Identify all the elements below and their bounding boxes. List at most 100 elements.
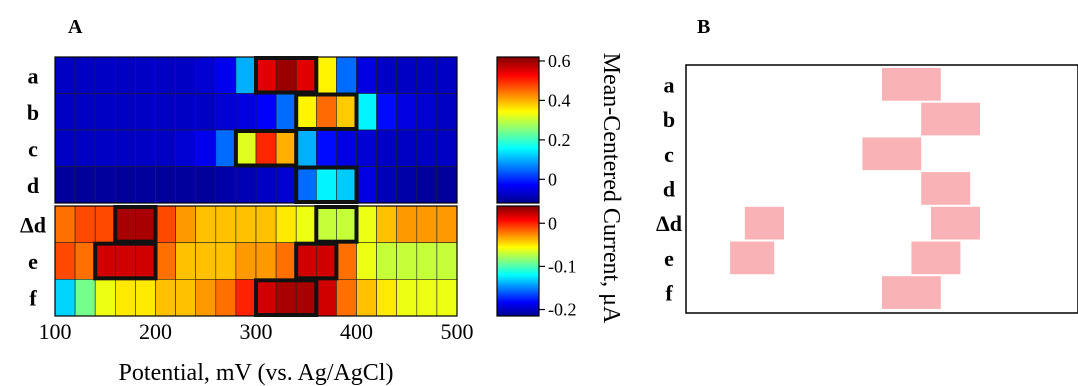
heatmap-cell (235, 166, 257, 204)
heatmap-cell (74, 166, 96, 204)
heatmap-cell (376, 166, 398, 204)
heatmap-cell (416, 129, 438, 167)
heatmap-cell (94, 56, 116, 94)
heatmap-cell (74, 93, 96, 131)
heatmap-highlight (93, 241, 158, 281)
heatmap-cell (94, 93, 116, 131)
heatmap-cell (175, 242, 197, 280)
heatmap-cell (376, 56, 398, 94)
heatmap-cell (376, 242, 398, 280)
panel-b-row-label: a (664, 72, 675, 97)
heatmap-highlight (314, 205, 359, 244)
heatmap-cell (115, 129, 136, 167)
heatmap-cell (115, 166, 136, 204)
heatmap-cell (255, 129, 277, 167)
panel-b-row-label: c (664, 142, 674, 167)
heatmap-cell (255, 56, 277, 94)
heatmap-cell (396, 279, 418, 317)
panel-b-range-bar (744, 206, 784, 240)
heatmap-row-label: b (27, 100, 39, 125)
heatmap-cell (215, 56, 237, 94)
heatmap-cell (155, 129, 176, 167)
heatmap-bottom (54, 205, 458, 317)
heatmap-highlight (254, 56, 319, 95)
heatmap-cell (155, 56, 176, 94)
heatmap-cell (74, 242, 96, 280)
x-tick-label: 400 (340, 319, 373, 344)
heatmap-cell (275, 205, 297, 243)
panel-b-range-bar (931, 206, 980, 240)
heatmap-cell (376, 93, 398, 131)
heatmap-cell (416, 242, 438, 280)
heatmap-cell (175, 93, 197, 131)
heatmap-highlight (294, 165, 359, 204)
heatmap-row-label: d (27, 173, 39, 198)
colorbar-bottom (496, 205, 540, 317)
heatmap-cell (115, 205, 136, 243)
heatmap-cell (195, 279, 217, 317)
heatmap-cell (94, 129, 116, 167)
heatmap-cell (195, 93, 217, 131)
heatmap-cell (356, 242, 377, 280)
heatmap-cell (295, 205, 317, 243)
heatmap-cell (155, 242, 176, 280)
heatmap-cell (336, 242, 357, 280)
panel-b-range-bar (921, 102, 980, 136)
heatmap-cell (195, 129, 217, 167)
heatmap-cell (255, 279, 277, 317)
heatmap-cell (215, 93, 237, 131)
heatmap-cell (175, 56, 197, 94)
panel-b-range-bar (882, 68, 941, 101)
heatmap-cell (295, 129, 317, 167)
panel-b-range-bar (882, 276, 941, 309)
heatmap-cell (195, 56, 217, 94)
heatmap-cell (295, 279, 317, 317)
panel-b-row-label: f (665, 281, 673, 306)
heatmap-cell (275, 279, 297, 317)
colorbar-tick-label: -0.1 (548, 256, 577, 276)
panel-letter-a: A (68, 16, 83, 38)
panel-b-range-bar (862, 137, 922, 171)
heatmap-cell (315, 279, 337, 317)
heatmap-cell (295, 56, 317, 94)
heatmap-cell (195, 166, 217, 204)
heatmap-cell (336, 93, 357, 131)
x-axis-title: Potential, mV (vs. Ag/AgCl) (119, 360, 394, 386)
colorbar-tick-label: 0 (548, 169, 557, 189)
panel-letter-b: B (697, 16, 710, 38)
heatmap-row-label: c (28, 136, 38, 161)
heatmap-highlight (254, 278, 319, 317)
heatmap-highlights (93, 56, 359, 317)
x-tick-label: 200 (139, 319, 172, 344)
heatmap-cell (215, 205, 237, 243)
heatmap-cell (436, 93, 458, 131)
heatmap-cell (416, 56, 438, 94)
heatmap-highlight (294, 241, 339, 281)
heatmap-cell (74, 205, 96, 243)
heatmap-highlight (233, 129, 299, 168)
colorbar-top (496, 56, 540, 204)
heatmap-cell (275, 93, 297, 131)
heatmap-cell (255, 166, 277, 204)
heatmap-cell (115, 93, 136, 131)
heatmap-cell (235, 242, 257, 280)
heatmap-cell (94, 166, 116, 204)
heatmap-cell (356, 129, 377, 167)
heatmap-cell (54, 205, 76, 243)
heatmap-cell (396, 242, 418, 280)
heatmap-cell (74, 279, 96, 317)
x-tick-label: 100 (39, 319, 72, 344)
heatmap-cell (336, 56, 357, 94)
heatmap-cell (255, 93, 277, 131)
heatmap-cell (396, 166, 418, 204)
heatmap-cell (275, 129, 297, 167)
colorbar-tick-label: 0 (548, 213, 557, 233)
heatmap-cell (436, 205, 458, 243)
heatmap-cell (315, 129, 337, 167)
heatmap-cell (376, 279, 398, 317)
heatmap-cell (396, 93, 418, 131)
heatmap-cell (235, 205, 257, 243)
heatmap-cell (275, 166, 297, 204)
